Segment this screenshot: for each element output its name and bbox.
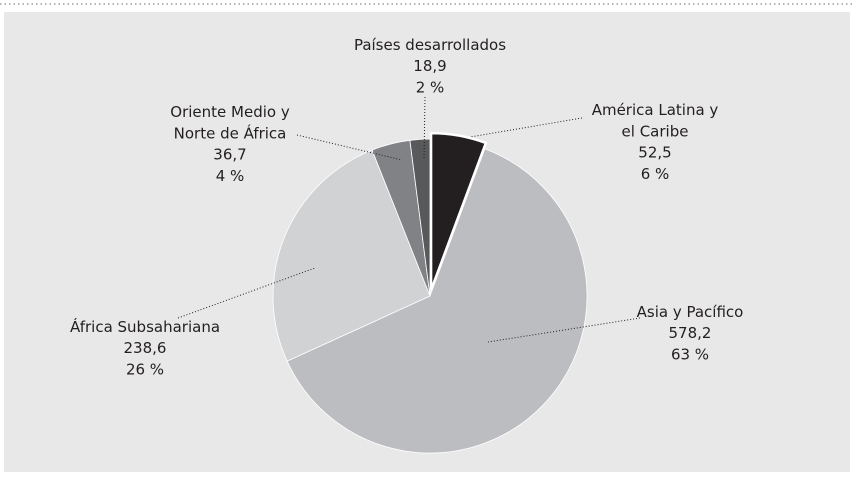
percent-label: 63 %: [671, 346, 709, 364]
leader-line: [177, 267, 316, 319]
pie-slice: [409, 138, 431, 297]
percent-label: 2 %: [416, 79, 445, 97]
value-label: 578,2: [669, 324, 712, 342]
slice-label: África Subsahariana: [70, 317, 220, 336]
pie-slice: [429, 131, 488, 291]
value-label: 238,6: [124, 339, 167, 357]
slice-label: Oriente Medio y Norte de África: [170, 103, 290, 143]
slice-label: Países desarrollados: [354, 36, 506, 54]
value-label: 52,5: [638, 144, 671, 162]
value-label: 18,9: [413, 57, 446, 75]
leader-line: [469, 117, 583, 138]
percent-label: 26 %: [126, 361, 164, 379]
percent-label: 4 %: [216, 167, 245, 185]
slice-label: América Latina y el Caribe: [592, 101, 719, 141]
pie-slice: [286, 148, 588, 454]
slice-label: Asia y Pacífico: [637, 303, 744, 321]
pie-slice: [272, 149, 431, 362]
percent-label: 6 %: [641, 165, 670, 183]
value-label: 36,7: [213, 146, 246, 164]
